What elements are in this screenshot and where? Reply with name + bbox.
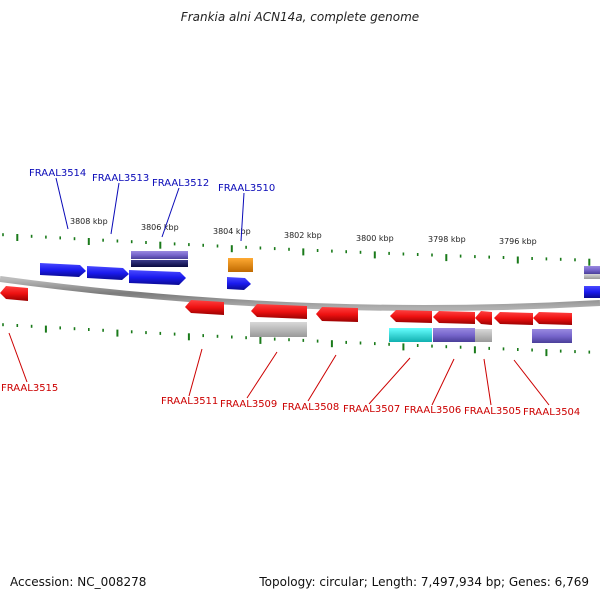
gene-fraal3507[interactable]: [390, 310, 432, 323]
feature-fraal3510-region[interactable]: [228, 258, 253, 272]
gene-fraal3506[interactable]: [433, 311, 475, 324]
leader-line: [483, 358, 492, 406]
feature-fraal3509-region[interactable]: [250, 322, 307, 337]
gene-label-fraal3513[interactable]: FRAAL3513: [92, 173, 149, 184]
scale-label: 3798 kbp: [428, 235, 466, 244]
gene-label-fraal3508[interactable]: FRAAL3508: [282, 402, 339, 413]
leader-line: [246, 351, 278, 399]
feature-fraal3512-domain[interactable]: [131, 251, 188, 259]
gene-label-fraal3507[interactable]: FRAAL3507: [343, 404, 400, 415]
forward-gene-labels: FRAAL3514 FRAAL3513 FRAAL3512 FRAAL3510: [29, 168, 275, 242]
gene-fraal3514[interactable]: [40, 263, 86, 277]
gene-fraal3505[interactable]: [475, 311, 492, 325]
scale-labels: 3808 kbp 3806 kbp 3804 kbp 3802 kbp 3800…: [70, 217, 537, 246]
leader-line: [368, 357, 411, 405]
genome-title: Frankia alni ACN14a, complete genome: [180, 10, 420, 24]
gene-label-fraal3506[interactable]: FRAAL3506: [404, 405, 461, 416]
feature-fraal3505-region[interactable]: [475, 329, 492, 342]
gene-fraal3504a[interactable]: [494, 312, 533, 325]
leader-line: [55, 177, 69, 230]
gene-fraal3508[interactable]: [316, 307, 358, 322]
leader-line: [161, 187, 180, 238]
leader-line: [307, 354, 337, 402]
scale-label: 3802 kbp: [284, 231, 322, 240]
reverse-gene-labels: FRAAL3515 FRAAL3511 FRAAL3509 FRAAL3508 …: [1, 332, 580, 418]
gene-fraal3515[interactable]: [0, 286, 28, 301]
scale-label: 3800 kbp: [356, 234, 394, 243]
scale-label: 3808 kbp: [70, 217, 108, 226]
gene-label-fraal3512[interactable]: FRAAL3512: [152, 178, 209, 189]
feature-fraal3512-region[interactable]: [131, 260, 188, 267]
leader-line: [8, 332, 28, 383]
gene-label-fraal3514[interactable]: FRAAL3514: [29, 168, 86, 179]
leader-line: [188, 348, 203, 397]
leader-line: [513, 359, 550, 406]
feature-edge-purple[interactable]: [584, 266, 600, 274]
feature-fraal3507-region[interactable]: [389, 328, 432, 342]
forward-strand-features: [40, 251, 600, 298]
gene-fraal3513[interactable]: [87, 266, 129, 280]
gene-edge-blue[interactable]: [584, 286, 600, 298]
gene-label-fraal3515[interactable]: FRAAL3515: [1, 383, 58, 394]
scale-label: 3804 kbp: [213, 227, 251, 236]
reverse-scale-ticks: [2, 323, 591, 357]
scale-label: 3796 kbp: [499, 237, 537, 246]
gene-label-fraal3511[interactable]: FRAAL3511: [161, 396, 218, 407]
feature-edge-gray[interactable]: [584, 274, 600, 279]
scale-label: 3806 kbp: [141, 223, 179, 232]
leader-line: [110, 182, 120, 235]
gene-label-fraal3509[interactable]: FRAAL3509: [220, 399, 277, 410]
feature-fraal3504-region[interactable]: [532, 329, 572, 343]
feature-fraal3506-region[interactable]: [433, 328, 475, 342]
reverse-strand-features: [0, 286, 572, 343]
gene-fraal3511[interactable]: [185, 300, 224, 315]
accession-text: Accession: NC_008278: [10, 575, 147, 589]
gene-fraal3504b[interactable]: [533, 312, 572, 325]
gene-fraal3512[interactable]: [129, 270, 186, 285]
forward-scale-ticks: [2, 233, 591, 266]
genome-summary-text: Topology: circular; Length: 7,497,934 bp…: [259, 575, 589, 589]
gene-fraal3510[interactable]: [227, 277, 251, 290]
gene-label-fraal3510[interactable]: FRAAL3510: [218, 183, 275, 194]
gene-label-fraal3504[interactable]: FRAAL3504: [523, 407, 580, 418]
leader-line: [431, 358, 455, 406]
gene-fraal3509[interactable]: [251, 304, 307, 319]
genome-backbone: [0, 276, 600, 311]
gene-label-fraal3505[interactable]: FRAAL3505: [464, 406, 521, 417]
leader-line: [240, 192, 245, 242]
